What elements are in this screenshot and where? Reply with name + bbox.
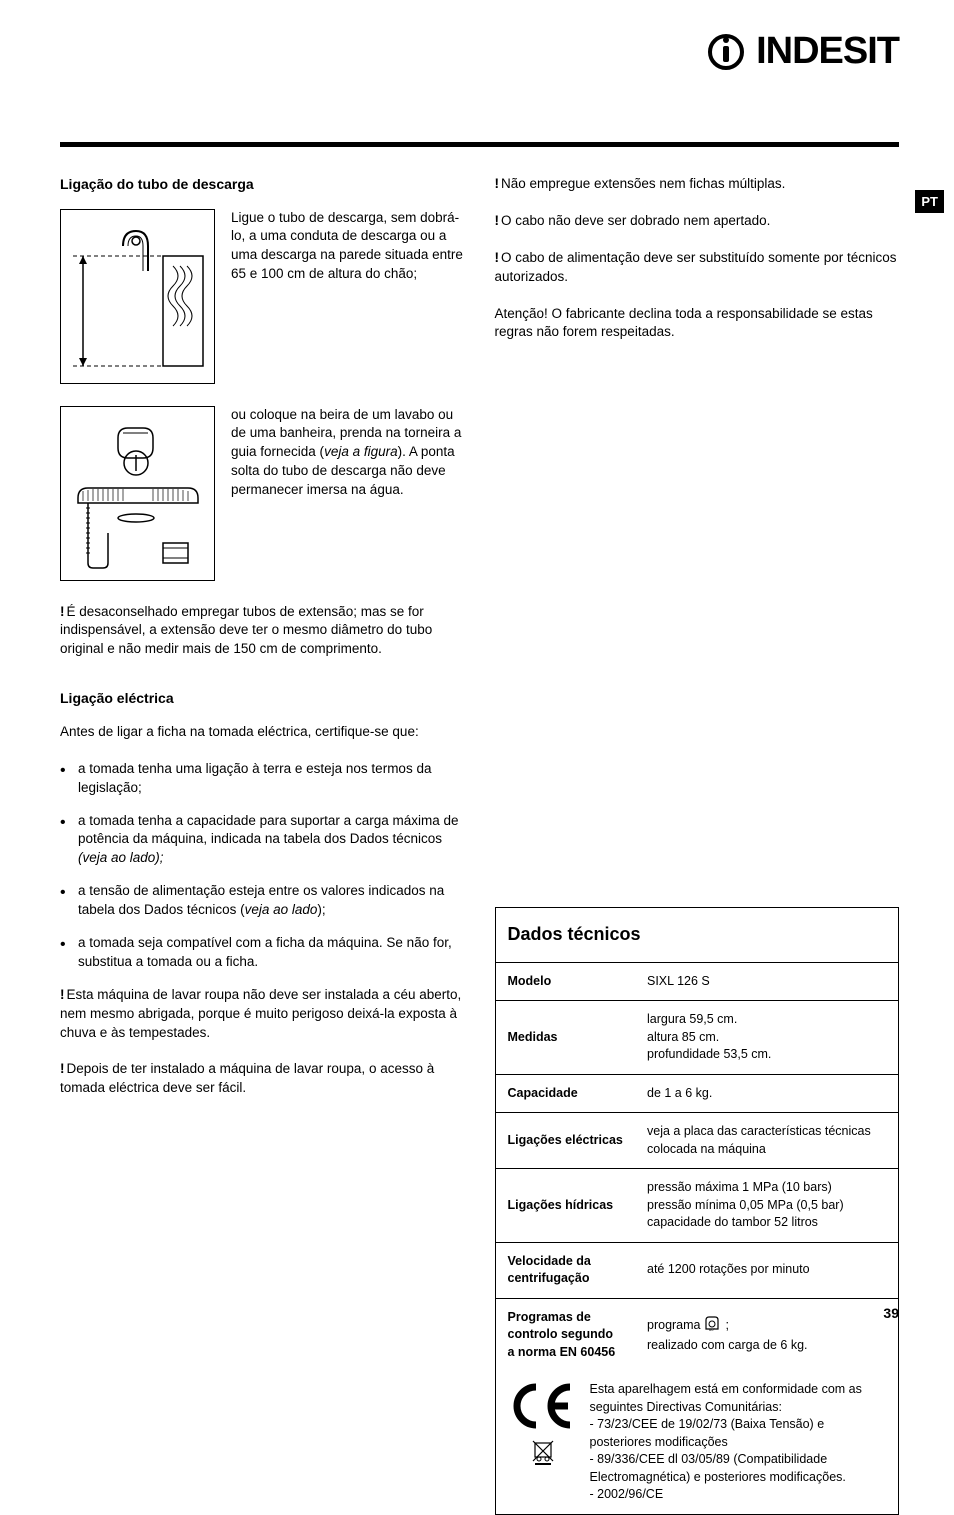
bullet-1: a tomada tenha uma ligação à terra e est…: [78, 760, 465, 798]
warning-icon: !: [495, 250, 500, 265]
table-row: Programas de controlo segundo a norma EN…: [495, 1298, 899, 1371]
extension-warning-text: É desaconselhado empregar tubos de exten…: [60, 604, 432, 657]
ce-mark-icon: [508, 1381, 578, 1465]
drain-diagram-2: [60, 406, 215, 581]
header-divider: [60, 142, 899, 147]
table-value: programa 60° ; realizado com carga de 6 …: [635, 1298, 899, 1371]
warning-icon: !: [495, 213, 500, 228]
svg-text:60°: 60°: [709, 1327, 715, 1331]
content-columns: Ligação do tubo de descarga: [60, 175, 899, 1515]
warning-icon: !: [495, 176, 500, 191]
cable-replace-warning: !O cabo de alimentação deve ser substitu…: [495, 249, 900, 287]
bullet-2-italic: (veja ao lado);: [78, 850, 164, 865]
table-value: até 1200 rotações por minuto: [635, 1242, 899, 1298]
bullet-3: a tensão de alimentação esteja entre os …: [78, 882, 465, 920]
drain-hose-block-1: Ligue o tubo de descarga, sem dobrá-lo, …: [60, 209, 465, 384]
technical-data-table: Dados técnicos ModeloSIXL 126 SMedidasla…: [495, 907, 900, 1514]
table-row-ce: Esta aparelhagem está em conformidade co…: [495, 1371, 899, 1514]
outdoor-warning-text: Esta máquina de lavar roupa não deve ser…: [60, 987, 461, 1040]
extensions-warning-text: Não empregue extensões nem fichas múltip…: [501, 176, 785, 191]
left-column: Ligação do tubo de descarga: [60, 175, 470, 1515]
electrical-title: Ligação eléctrica: [60, 689, 465, 709]
table-label: Velocidade da centrifugação: [495, 1242, 635, 1298]
table-label: Medidas: [495, 1001, 635, 1075]
brand-name: InDeSIT: [756, 30, 899, 73]
ce-text: Esta aparelhagem está em conformidade co…: [590, 1381, 887, 1504]
page-number: 39: [883, 1305, 899, 1321]
brand-header: InDeSIT: [706, 30, 899, 73]
access-warning-text: Depois de ter instalado a máquina de lav…: [60, 1061, 434, 1095]
bullet-4: a tomada seja compatível com a ficha da …: [78, 934, 465, 972]
table-row: Capacidadede 1 a 6 kg.: [495, 1074, 899, 1113]
weee-icon: [531, 1437, 555, 1465]
table-row: Velocidade da centrifugaçãoaté 1200 rota…: [495, 1242, 899, 1298]
table-label: Ligações hídricas: [495, 1169, 635, 1243]
bullet-2a: a tomada tenha a capacidade para suporta…: [78, 813, 459, 847]
drain-hose-block-2: ou coloque na beira de um lavabo ou de u…: [60, 406, 465, 581]
table-value: largura 59,5 cm. altura 85 cm. profundid…: [635, 1001, 899, 1075]
access-warning: !Depois de ter instalado a máquina de la…: [60, 1060, 465, 1098]
bullet-3-italic: veja ao lado: [245, 902, 318, 917]
table-label: Programas de controlo segundo a norma EN…: [495, 1298, 635, 1371]
attention-paragraph: Atenção! O fabricante declina toda a res…: [495, 305, 900, 343]
outdoor-warning: !Esta máquina de lavar roupa não deve se…: [60, 986, 465, 1043]
cable-bend-warning: !O cabo não deve ser dobrado nem apertad…: [495, 212, 900, 231]
table-title: Dados técnicos: [495, 908, 899, 962]
drain-text-1: Ligue o tubo de descarga, sem dobrá-lo, …: [231, 209, 465, 384]
extensions-warning: !Não empregue extensões nem fichas múlti…: [495, 175, 900, 194]
drain-text-2: ou coloque na beira de um lavabo ou de u…: [231, 406, 465, 581]
warning-icon: !: [60, 604, 65, 619]
table-row: ModeloSIXL 126 S: [495, 962, 899, 1001]
extension-warning: !É desaconselhado empregar tubos de exte…: [60, 603, 465, 660]
warning-icon: !: [60, 987, 65, 1002]
table-value: SIXL 126 S: [635, 962, 899, 1001]
table-label: Capacidade: [495, 1074, 635, 1113]
table-label: Modelo: [495, 962, 635, 1001]
table-value: pressão máxima 1 MPa (10 bars) pressão m…: [635, 1169, 899, 1243]
table-row: Ligações hídricaspressão máxima 1 MPa (1…: [495, 1169, 899, 1243]
drain-diagram-1: [60, 209, 215, 384]
table-row: Medidaslargura 59,5 cm. altura 85 cm. pr…: [495, 1001, 899, 1075]
bullet-3b: );: [317, 902, 325, 917]
bullet-2: a tomada tenha a capacidade para suporta…: [78, 812, 465, 869]
language-badge: PT: [915, 190, 944, 213]
program-icon: 60°: [704, 1315, 722, 1337]
electrical-intro: Antes de ligar a ficha na tomada eléctri…: [60, 723, 465, 742]
brand-logo-icon: [706, 32, 746, 72]
right-column: !Não empregue extensões nem fichas múlti…: [495, 175, 900, 1515]
table-row: Ligações eléctricasveja a placa das cara…: [495, 1113, 899, 1169]
table-value: de 1 a 6 kg.: [635, 1074, 899, 1113]
drain-hose-title: Ligação do tubo de descarga: [60, 175, 465, 195]
table-value: veja a placa das características técnica…: [635, 1113, 899, 1169]
table-label: Ligações eléctricas: [495, 1113, 635, 1169]
warning-icon: !: [60, 1061, 65, 1076]
cable-bend-warning-text: O cabo não deve ser dobrado nem apertado…: [501, 213, 770, 228]
drain-text-2-italic: veja a figura: [324, 444, 398, 459]
electrical-bullets: a tomada tenha uma ligação à terra e est…: [60, 760, 465, 972]
cable-replace-warning-text: O cabo de alimentação deve ser substituí…: [495, 250, 897, 284]
